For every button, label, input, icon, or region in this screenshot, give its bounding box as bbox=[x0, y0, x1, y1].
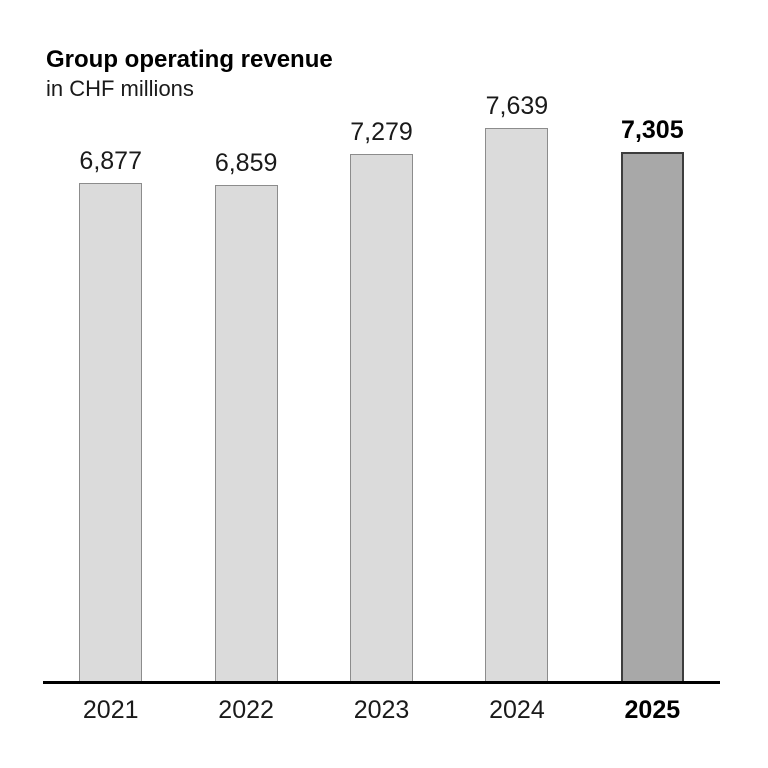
bar-2024 bbox=[485, 128, 549, 683]
bar-value-label-2022: 6,859 bbox=[214, 149, 278, 177]
x-tick-label-2024: 2024 bbox=[489, 696, 545, 724]
bar-2021 bbox=[79, 183, 143, 683]
x-axis-line bbox=[43, 681, 720, 684]
bar-group-2023: 7,279 bbox=[314, 118, 449, 683]
x-axis-labels: 2021 2022 2023 2024 2025 bbox=[43, 696, 720, 725]
chart-header: Group operating revenue in CHF millions bbox=[46, 46, 333, 103]
x-tick-label-2022: 2022 bbox=[218, 696, 274, 724]
chart-title: Group operating revenue bbox=[46, 46, 333, 73]
bar-value-label-2023: 7,279 bbox=[350, 118, 413, 146]
bar-group-2024: 7,639 bbox=[449, 92, 584, 683]
bar-2025 bbox=[620, 152, 684, 683]
bar-value-label-2025: 7,305 bbox=[621, 116, 684, 144]
bar-2022 bbox=[214, 185, 278, 683]
bar-group-2025: 7,305 bbox=[585, 116, 720, 683]
bar-group-2022: 6,859 bbox=[178, 149, 313, 683]
chart-subtitle: in CHF millions bbox=[46, 76, 194, 102]
plot-area: 6,877 6,859 7,279 7,639 7,305 2021 2022 2023 20… bbox=[43, 0, 720, 768]
bars-container: 6,877 6,859 7,279 7,639 7,305 bbox=[43, 0, 720, 683]
x-tick-label-2021: 2021 bbox=[82, 696, 139, 724]
bar-value-label-2024: 7,639 bbox=[485, 92, 549, 120]
x-tick-label-2023: 2023 bbox=[353, 696, 410, 724]
bar-group-2021: 6,877 bbox=[43, 147, 178, 683]
bar-value-label-2021: 6,877 bbox=[79, 147, 142, 175]
bar-2023 bbox=[350, 154, 414, 683]
x-tick-label-2025: 2025 bbox=[624, 696, 681, 724]
